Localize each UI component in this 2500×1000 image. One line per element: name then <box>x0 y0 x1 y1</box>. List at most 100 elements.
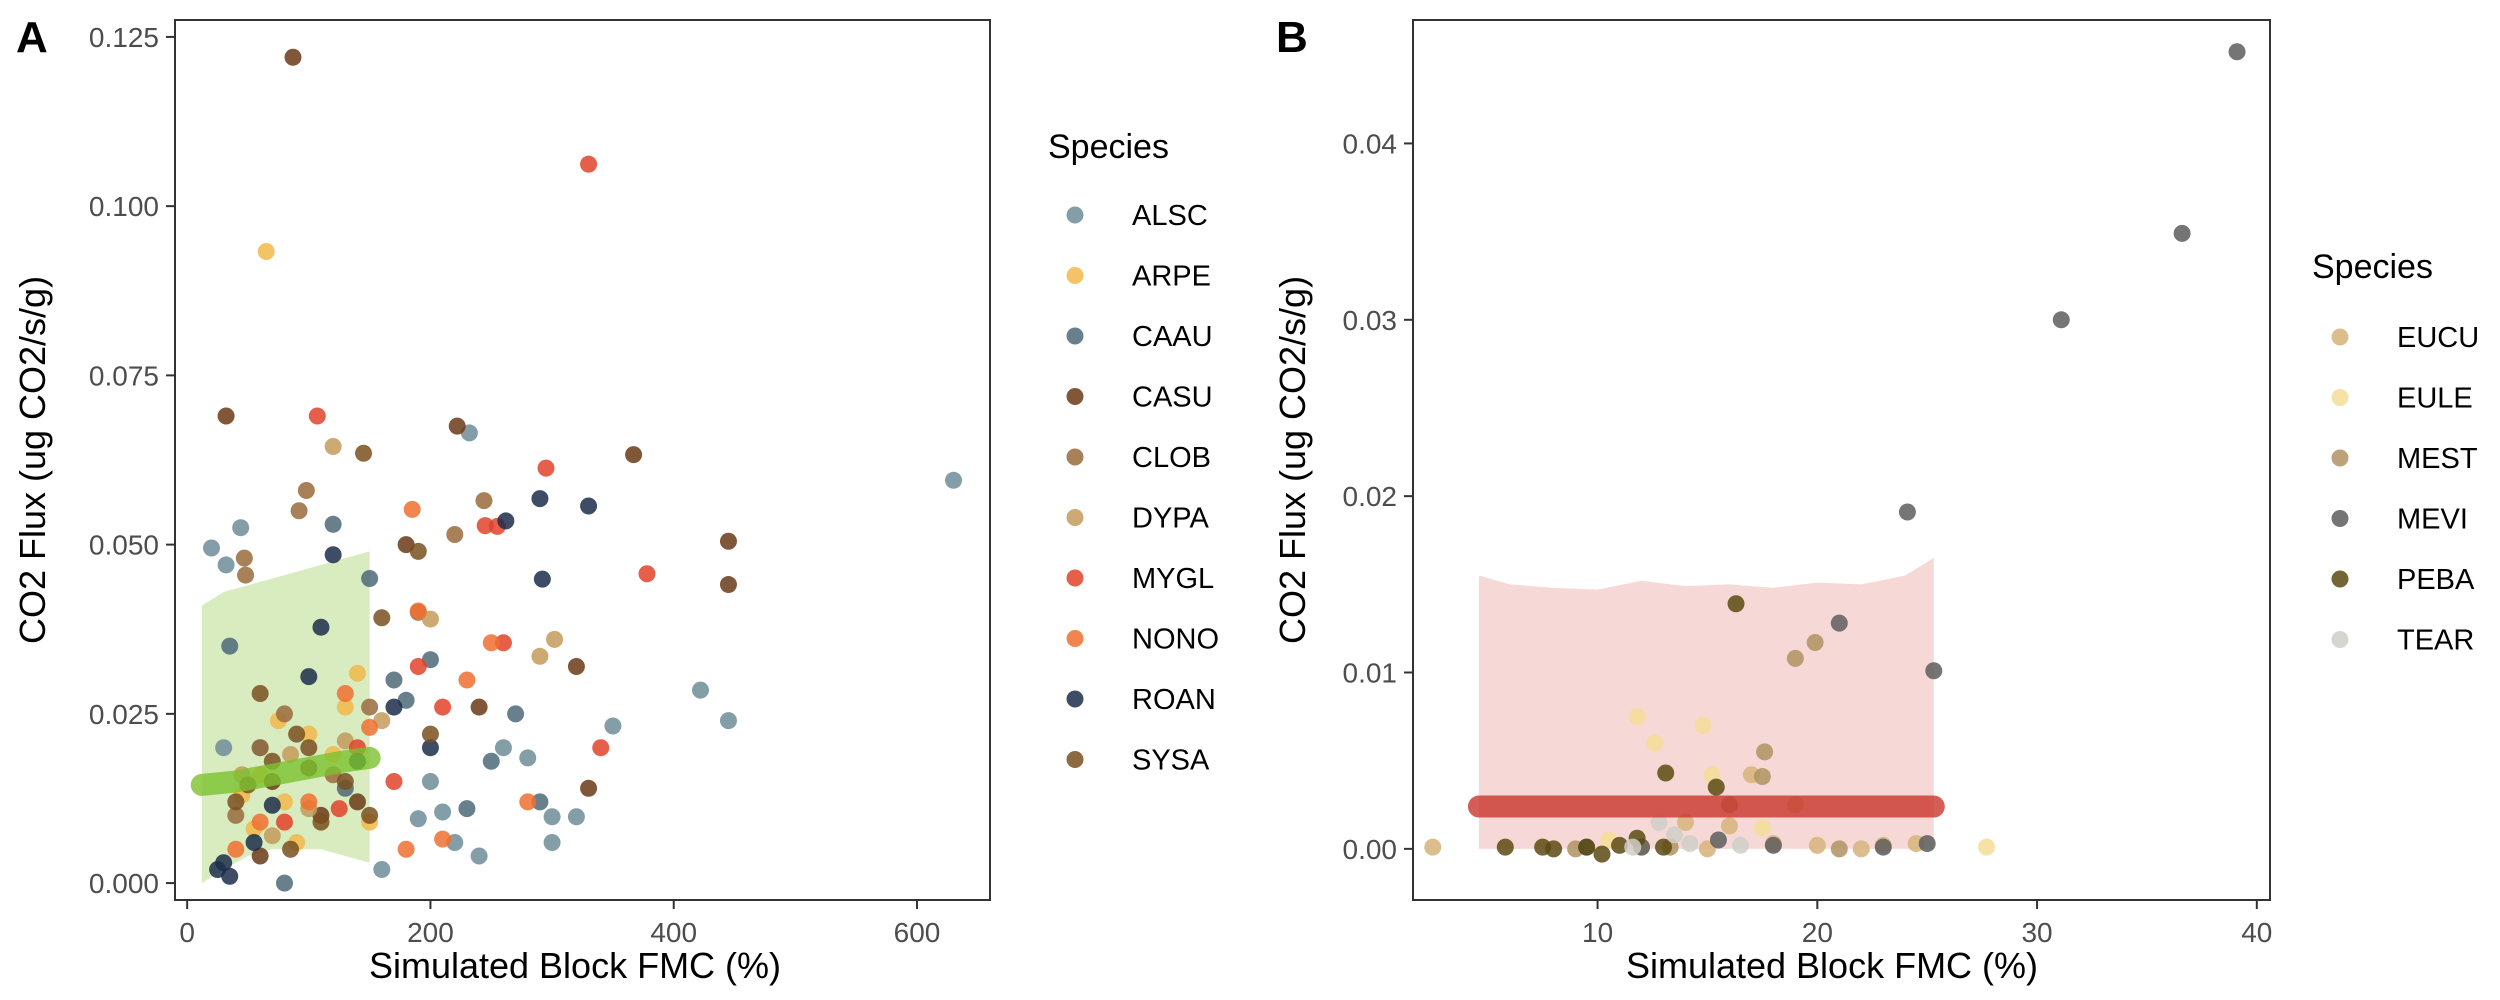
panel-a-point-nono <box>409 602 427 620</box>
panel-a-point-clob <box>227 806 245 824</box>
panel-a-point-clob <box>446 525 464 543</box>
legend-key-dypa <box>1066 509 1084 526</box>
legend-label-mevi: MEVI <box>2397 504 2468 536</box>
panel-b-label: B <box>1276 13 1308 62</box>
legend-key-caau <box>1066 327 1084 345</box>
panel-b-point-eule <box>1753 819 1771 837</box>
panel-a-point-dypa <box>263 827 281 845</box>
panel-a-point-mygl <box>308 407 326 425</box>
panel-a-point-alsc <box>232 519 250 537</box>
panel-a-y-tick-label: 0.125 <box>89 22 159 53</box>
panel-b-frame <box>1412 19 2271 901</box>
panel-a-point-casu <box>448 417 466 435</box>
legend-key-mygl <box>1066 569 1084 587</box>
panel-b-point-peba <box>1578 838 1596 856</box>
legend-key-tear <box>2331 631 2349 648</box>
panel-a-point-nono <box>519 793 537 811</box>
panel-a-point-casu <box>719 532 737 550</box>
panel-a-point-clob <box>251 739 269 757</box>
panel-b-plot-area <box>1424 43 2246 863</box>
panel-a-point-roan <box>533 570 551 588</box>
panel-b-point-eule <box>1978 838 1996 856</box>
panel-b-x-tick-label: 30 <box>2021 917 2052 948</box>
panel-a-legend: Species ALSC ARPE CAAU CASU CLOB DYPA MYGL NONO… <box>1048 128 1219 777</box>
panel-a-point-dypa <box>546 630 564 648</box>
panel-a-point-mygl <box>580 155 598 173</box>
panel-b-point-peba <box>1707 778 1725 796</box>
panel-a-y-tick-label: 0.050 <box>89 530 159 561</box>
panel-a-point-dypa <box>531 647 549 665</box>
legend-label-clob: CLOB <box>1132 442 1211 474</box>
panel-a-point-sysa <box>282 840 300 858</box>
legend-key-alsc <box>1066 206 1084 224</box>
panel-b-point-tear <box>1731 836 1749 854</box>
panel-b: 10 20 30 40 0.00 0.01 0.02 0.03 0.04 <box>1343 19 2272 948</box>
panel-a-point-alsc <box>604 717 622 735</box>
panel-a-point-arpe <box>348 664 366 682</box>
panel-b-point-eucu <box>1808 836 1826 854</box>
panel-a-point-mygl <box>330 800 348 818</box>
panel-a-point-caau <box>531 793 549 811</box>
panel-a-point-roan <box>312 618 330 636</box>
panel-a-x-tick-label: 600 <box>894 917 941 948</box>
panel-a-point-caau <box>385 671 403 689</box>
legend-label-dypa: DYPA <box>1132 503 1209 535</box>
panel-a-point-mygl <box>494 634 512 652</box>
panel-a-point-sysa <box>312 813 330 831</box>
panel-a-point-casu <box>251 847 269 865</box>
panel-a-point-alsc <box>567 808 585 826</box>
panel-a-point-mygl <box>537 459 555 477</box>
panel-a-point-arpe <box>257 243 275 261</box>
legend-key-arpe <box>1066 267 1084 284</box>
panel-b-point-mevi <box>1874 838 1892 856</box>
panel-a-y-axis-title: CO2 Flux (ug CO2/s/g) <box>12 276 53 644</box>
panel-a-point-sysa <box>288 725 306 743</box>
panel-a-x-axis-title: Simulated Block FMC (%) <box>369 945 781 986</box>
panel-a-point-caau <box>221 637 239 655</box>
panel-a-point-alsc <box>470 847 488 865</box>
panel-b-point-mest <box>1756 743 1774 761</box>
panel-a-point-sysa <box>361 806 379 824</box>
panel-a-point-roan <box>497 512 515 530</box>
panel-b-legend: Species EUCU EULE MEST MEVI PEBA TEAR <box>2312 248 2479 657</box>
panel-b-point-tear <box>1681 835 1699 853</box>
panel-b-x-tick-label: 10 <box>1582 917 1613 948</box>
panel-a-point-nono <box>251 813 269 831</box>
legend-key-eucu <box>2331 328 2349 346</box>
panel-a-point-alsc <box>691 681 709 699</box>
panel-a-point-caau <box>482 752 500 770</box>
panel-a-point-nono <box>458 671 476 689</box>
panel-b-point-eule <box>1646 734 1664 752</box>
panel-a-point-alsc <box>202 539 220 557</box>
panel-a-point-alsc <box>373 861 391 879</box>
panel-a-point-alsc <box>519 749 537 767</box>
panel-a-point-casu <box>567 657 585 675</box>
panel-a-point-sysa <box>409 542 427 560</box>
panel-b-point-peba <box>1545 840 1563 858</box>
panel-a-point-mygl <box>476 517 494 535</box>
panel-a-point-mygl <box>385 773 403 791</box>
panel-b-point-mevi <box>1898 503 1916 521</box>
panel-a-point-casu <box>625 446 643 464</box>
legend-key-eule <box>2331 389 2349 406</box>
panel-b-point-mevi <box>2228 43 2246 61</box>
panel-a-point-casu <box>348 793 366 811</box>
legend-label-roan: ROAN <box>1132 684 1216 716</box>
panel-a-plot-area <box>190 48 963 892</box>
panel-a-point-nono <box>403 500 421 518</box>
panel-a-point-alsc <box>543 833 561 851</box>
panel-b-point-mevi <box>1709 831 1727 849</box>
panel-a: 0 200 400 600 0.000 0.025 0.050 0.075 0.100 0.125 <box>89 19 991 948</box>
panel-b-point-tear <box>1650 813 1668 831</box>
panel-b-point-peba <box>1657 764 1675 782</box>
panel-a-point-dypa <box>282 745 300 763</box>
panel-a-point-sysa <box>251 685 269 703</box>
panel-a-point-alsc <box>217 556 235 574</box>
panel-b-point-mest <box>1830 840 1848 858</box>
panel-a-point-roan <box>215 854 233 872</box>
panel-a-point-alsc <box>409 810 427 828</box>
panel-a-point-nono <box>300 793 318 811</box>
panel-a-point-casu <box>470 698 488 716</box>
panel-a-point-roan <box>263 796 281 814</box>
